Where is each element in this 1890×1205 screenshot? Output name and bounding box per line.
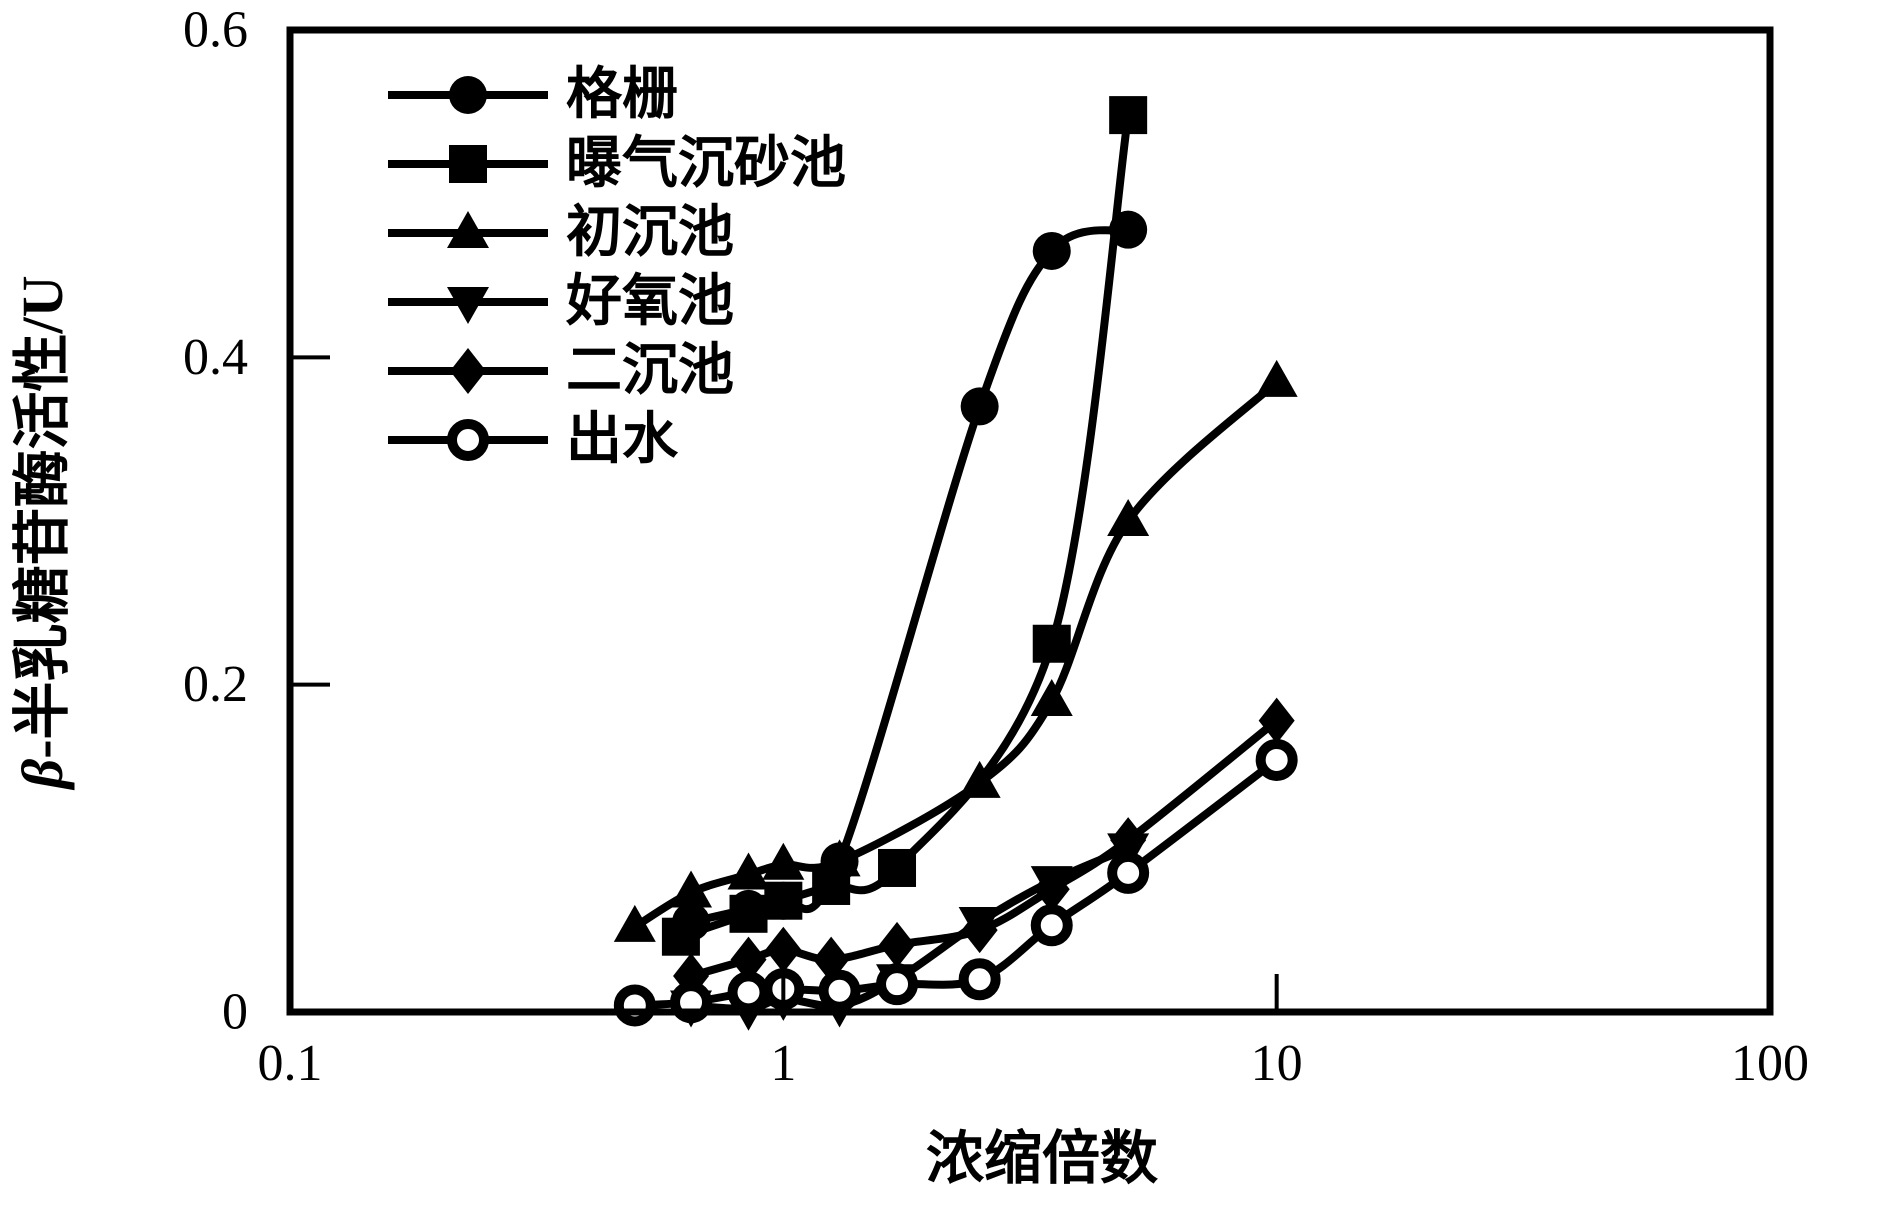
square-filled-marker (449, 145, 487, 183)
diamond-filled-marker (730, 936, 767, 983)
square-filled-marker (1109, 96, 1148, 135)
triangle-up-filled-marker (727, 852, 770, 890)
circle-open-marker (1107, 851, 1150, 894)
series-markers-3 (613, 359, 1298, 942)
square-filled-marker (764, 881, 803, 920)
plot-frame (286, 26, 1774, 1016)
legend-item-6: 出水 (388, 409, 679, 471)
triangle-down-filled-marker (447, 287, 489, 324)
triangle-up-filled-marker (818, 839, 861, 877)
circle-open-marker (876, 963, 919, 1006)
triangle-up-filled-marker (1030, 679, 1073, 717)
circle-open-marker (447, 419, 489, 461)
legend-item-4: 好氧池 (388, 271, 734, 333)
triangle-up-filled-marker (958, 760, 1001, 798)
triangle-up-filled-marker (447, 211, 489, 248)
x-tick-label: 1 (770, 1035, 796, 1092)
x-tick-label: 100 (1731, 1035, 1809, 1092)
x-axis-label: 浓缩倍数 (926, 1126, 1158, 1191)
series-line-3 (630, 377, 1281, 931)
y-axis-label: β-半乳糖苷酶活性/U (10, 275, 75, 790)
y-tick-label: 0.6 (183, 2, 248, 59)
series-markers-6 (613, 738, 1298, 1027)
series-markers-1 (672, 210, 1148, 941)
series-line-1 (687, 225, 1133, 926)
triangle-up-filled-marker (1255, 359, 1298, 397)
legend-label: 出水 (566, 409, 679, 471)
legend-item-5: 二沉池 (388, 340, 734, 402)
circle-open-marker (613, 984, 656, 1027)
square-filled-marker (729, 894, 768, 933)
y-tick-label: 0 (222, 984, 248, 1041)
circle-open-marker (1030, 904, 1073, 947)
square-filled-marker (1032, 624, 1071, 663)
circle-open-marker (958, 958, 1001, 1001)
triangle-up-filled-marker (1107, 499, 1150, 536)
circle-filled-marker (960, 387, 999, 426)
x-tick-label: 10 (1251, 1035, 1303, 1092)
diamond-filled-marker (1033, 866, 1070, 913)
diamond-filled-marker (879, 921, 916, 968)
series-markers-5 (673, 697, 1295, 999)
axis-layer: 0 0.2 0.4 0.6 0.1 1 10 100 (183, 2, 1809, 1093)
circle-filled-marker (1032, 231, 1071, 270)
legend-label: 二沉池 (566, 340, 734, 402)
legend-item-2: 曝气沉砂池 (388, 133, 846, 195)
circle-filled-marker (1109, 210, 1148, 249)
circle-open-marker (727, 971, 770, 1014)
diamond-filled-marker (450, 348, 486, 394)
diamond-filled-marker (1110, 817, 1147, 864)
diamond-filled-marker (1258, 697, 1295, 744)
y-tick-label: 0.4 (183, 329, 248, 386)
circle-filled-marker (449, 76, 487, 114)
plot-layer (613, 96, 1298, 1031)
diamond-filled-marker (765, 926, 802, 973)
diamond-filled-marker (961, 907, 998, 954)
square-filled-marker (878, 848, 917, 887)
legend-label: 曝气沉砂池 (566, 133, 846, 195)
legend-label: 格栅 (566, 64, 678, 126)
legend-item-3: 初沉池 (388, 202, 734, 264)
circle-open-marker (818, 969, 861, 1012)
y-tick-label: 0.2 (183, 656, 248, 713)
triangle-up-filled-marker (670, 870, 713, 908)
x-tick-label: 0.1 (258, 1035, 323, 1092)
legend-item-1: 格栅 (388, 64, 678, 126)
circle-open-marker (1255, 738, 1298, 781)
triangle-up-filled-marker (762, 842, 805, 880)
triangle-up-filled-marker (613, 904, 656, 942)
square-filled-marker (661, 917, 700, 956)
legend-label: 好氧池 (565, 271, 734, 333)
legend-label: 初沉池 (566, 202, 734, 264)
